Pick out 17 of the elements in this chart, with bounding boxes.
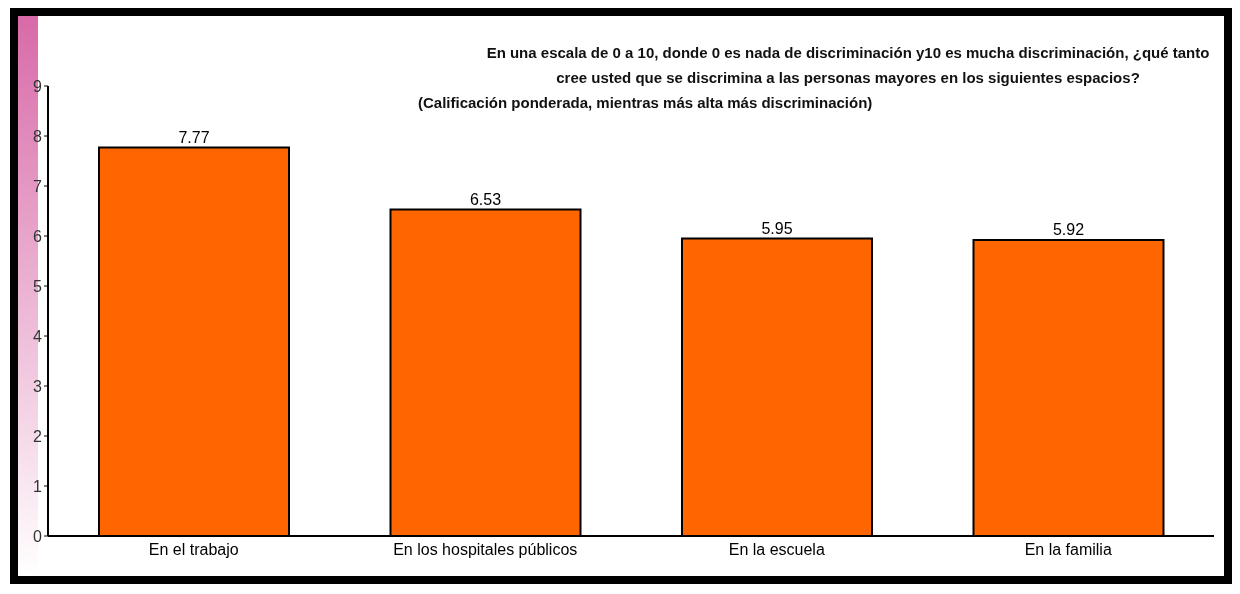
data-label: 5.92 <box>1052 221 1085 238</box>
y-tick-label: 6 <box>33 227 43 245</box>
x-tick-label: En la familia <box>1024 541 1112 559</box>
x-tick-label: En el trabajo <box>148 541 239 559</box>
x-tick-label: En la escuela <box>728 541 825 559</box>
data-label: 5.95 <box>761 219 793 237</box>
x-tick-label: En los hospitales públicos <box>393 541 578 559</box>
data-label: 6.53 <box>469 190 502 208</box>
text: (Calificación ponderada, mientras más alta más discriminación) <box>418 93 874 113</box>
y-tick-label: 3 <box>33 377 43 395</box>
y-tick-label: 0 <box>33 527 43 545</box>
y-tick-label: 2 <box>33 427 43 445</box>
y-tick-label: 4 <box>33 327 43 345</box>
y-tick-label: 5 <box>33 277 43 295</box>
chart-title: En una escala de 0 a 10, donde 0 es nada de discriminación y10 es mucha discriminación, ¿qué tanto cree usted que se discrimina a las personas mayores en los siguientes espacios? <box>485 43 1211 88</box>
y-tick-label: 1 <box>33 477 43 495</box>
data-label: 7.77 <box>178 128 210 146</box>
